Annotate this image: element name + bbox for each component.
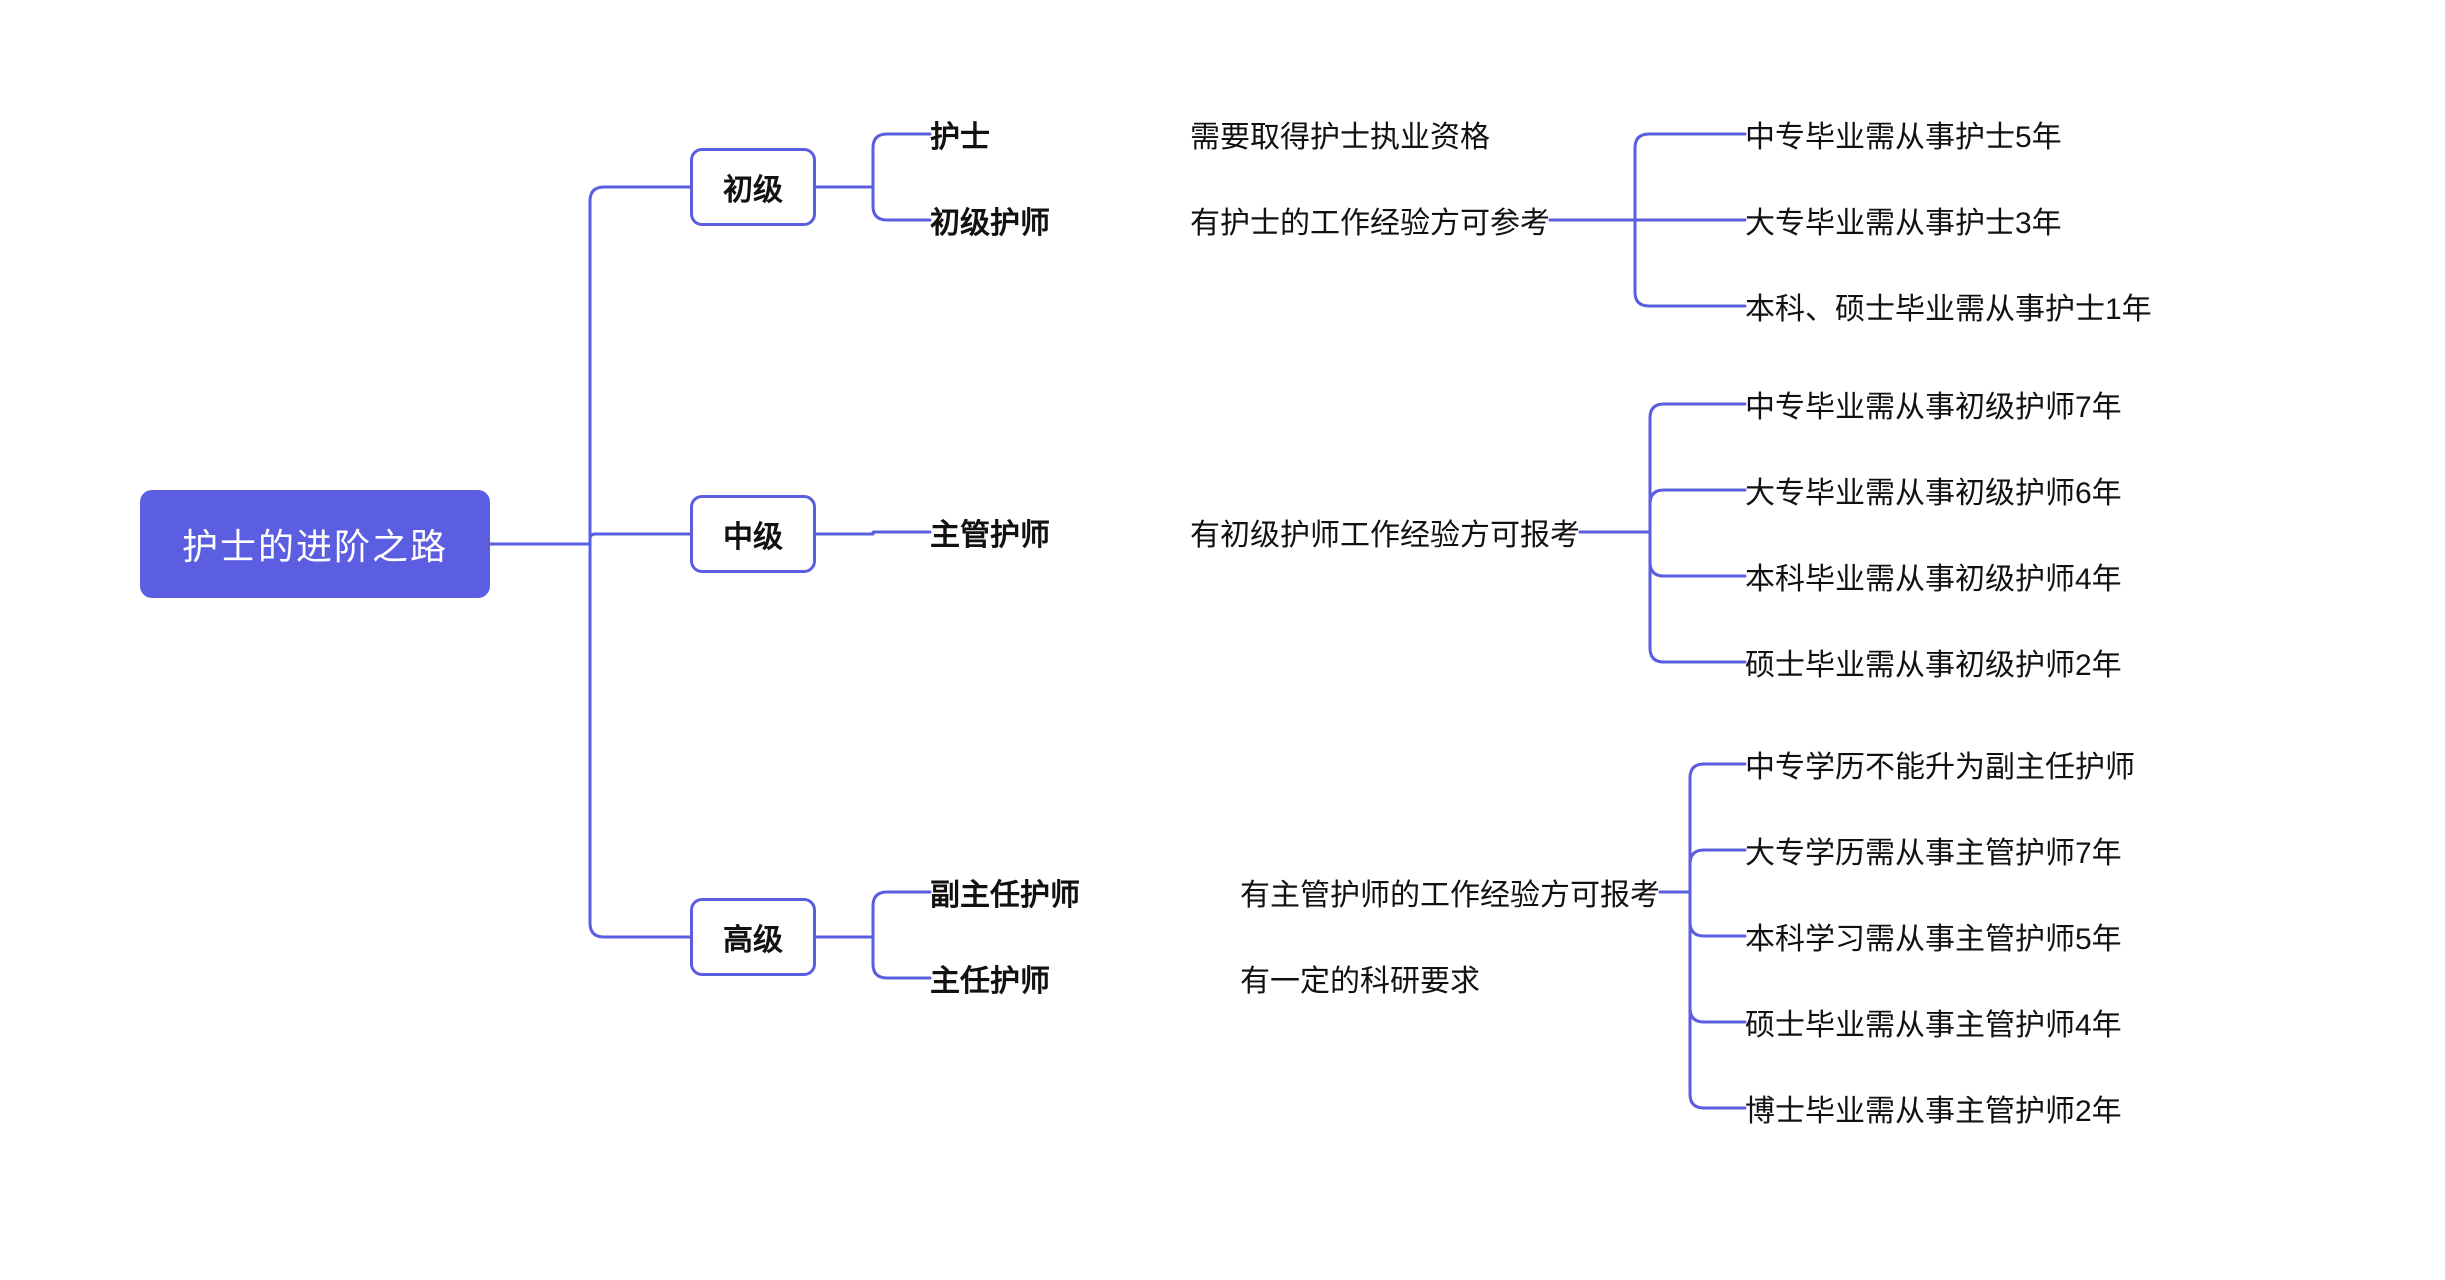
node-n2a_d: 有初级护师工作经验方可报考 <box>1190 502 1580 562</box>
node-lvl3: 高级 <box>690 898 816 976</box>
node-n2a: 主管护师 <box>930 502 1050 562</box>
node-r1_2: 大专毕业需从事护士3年 <box>1745 190 2062 250</box>
node-n1b_d: 有护士的工作经验方可参考 <box>1190 190 1550 250</box>
node-n1b: 初级护师 <box>930 190 1050 250</box>
node-r3_4: 硕士毕业需从事主管护师4年 <box>1745 992 2122 1052</box>
node-r3_5: 博士毕业需从事主管护师2年 <box>1745 1078 2122 1138</box>
node-n3b_d: 有一定的科研要求 <box>1240 948 1480 1008</box>
node-r3_3: 本科学习需从事主管护师5年 <box>1745 906 2122 966</box>
node-n3b: 主任护师 <box>930 948 1050 1008</box>
node-r3_2: 大专学历需从事主管护师7年 <box>1745 820 2122 880</box>
node-r2_3: 本科毕业需从事初级护师4年 <box>1745 546 2122 606</box>
node-r1_3: 本科、硕士毕业需从事护士1年 <box>1745 276 2152 336</box>
node-lvl2: 中级 <box>690 495 816 573</box>
node-n1a_d: 需要取得护士执业资格 <box>1190 104 1490 164</box>
mindmap-stage: 护士的进阶之路 初级中级高级 护士初级护师 需要取得护士执业资格有护士的工作经验方可参… <box>0 0 2445 1280</box>
node-n3a: 副主任护师 <box>930 862 1080 922</box>
node-r1_1: 中专毕业需从事护士5年 <box>1745 104 2062 164</box>
node-n1a: 护士 <box>930 104 990 164</box>
node-r2_4: 硕士毕业需从事初级护师2年 <box>1745 632 2122 692</box>
node-r2_1: 中专毕业需从事初级护师7年 <box>1745 374 2122 434</box>
node-r3_1: 中专学历不能升为副主任护师 <box>1745 734 2135 794</box>
node-n3a_d: 有主管护师的工作经验方可报考 <box>1240 862 1660 922</box>
node-r2_2: 大专毕业需从事初级护师6年 <box>1745 460 2122 520</box>
node-lvl1: 初级 <box>690 148 816 226</box>
node-root: 护士的进阶之路 <box>140 490 490 598</box>
